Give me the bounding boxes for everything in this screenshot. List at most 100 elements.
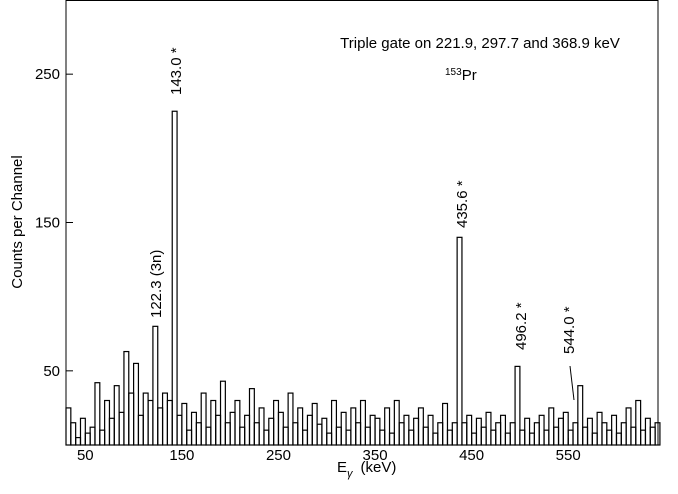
bar: [466, 414, 473, 446]
bar: [490, 429, 497, 446]
bar: [644, 417, 651, 446]
x-axis-label: Eγ (keV): [337, 459, 396, 480]
bar: [384, 407, 391, 446]
bar: [79, 417, 86, 446]
x-tick-label: 450: [459, 447, 484, 464]
bar: [572, 422, 579, 446]
bar: [108, 417, 115, 446]
bar: [128, 392, 135, 446]
bar: [326, 432, 333, 446]
bar: [234, 399, 241, 446]
bar: [171, 110, 178, 446]
leader-line: [569, 365, 575, 401]
bar: [359, 399, 366, 446]
y-tick-label: 150: [35, 215, 60, 232]
bar: [611, 414, 618, 446]
bar: [263, 429, 270, 446]
bar: [244, 414, 251, 446]
bar: [519, 429, 526, 446]
bar: [649, 426, 656, 446]
bar: [640, 429, 647, 446]
bar: [200, 392, 207, 446]
bar: [253, 422, 260, 446]
bar: [499, 414, 507, 446]
bar: [186, 429, 193, 446]
bar: [219, 380, 226, 446]
bar: [229, 411, 236, 446]
bar: [75, 436, 82, 446]
bar: [321, 417, 328, 446]
bar: [94, 382, 101, 446]
nucleus-label: 153Pr: [445, 67, 477, 84]
bar: [113, 385, 120, 446]
bar: [152, 325, 159, 446]
bar: [282, 426, 289, 446]
bar: [350, 407, 357, 446]
bar: [635, 399, 642, 446]
bar: [398, 422, 405, 446]
bar: [586, 417, 593, 446]
x-tick-label: 150: [169, 447, 194, 464]
plot-frame: [65, 0, 659, 446]
bar: [70, 422, 77, 446]
element-symbol: Pr: [462, 67, 477, 84]
bar: [84, 432, 91, 446]
bar: [99, 429, 106, 446]
bar: [364, 426, 371, 446]
bar: [215, 414, 222, 446]
x-tick-label: 350: [363, 447, 388, 464]
bar: [422, 426, 429, 446]
bar: [596, 411, 603, 446]
bar: [582, 426, 589, 446]
bar: [195, 422, 202, 446]
bar: [562, 411, 569, 446]
bar: [625, 407, 632, 446]
bar: [475, 417, 482, 446]
bar: [89, 426, 96, 446]
peak-label: 122.3 (3n): [148, 250, 165, 318]
bar: [403, 414, 410, 446]
bar: [567, 429, 574, 446]
bar: [471, 432, 478, 446]
bar: [316, 423, 323, 446]
bar: [427, 414, 434, 446]
bar: [239, 426, 246, 446]
y-axis-label: Counts per Channel: [9, 155, 26, 288]
bar: [142, 392, 149, 446]
bar: [524, 417, 531, 446]
bar: [287, 392, 294, 446]
bar: [345, 429, 352, 446]
bar: [408, 429, 415, 446]
bar: [224, 422, 231, 446]
bar: [181, 402, 188, 446]
bar: [413, 417, 420, 446]
mass-number: 153: [445, 67, 462, 78]
bar: [504, 432, 511, 446]
bar: [104, 399, 111, 446]
bar: [437, 422, 444, 446]
bar: [557, 417, 564, 446]
bar: [456, 236, 463, 446]
bar: [306, 414, 313, 446]
bar: [514, 365, 521, 446]
bar: [190, 411, 197, 446]
y-tick-label: 50: [43, 363, 60, 380]
bar: [330, 399, 338, 446]
bar: [123, 350, 130, 446]
bar: [369, 414, 376, 446]
bar: [538, 414, 545, 446]
bar: [205, 426, 212, 446]
bar: [591, 432, 598, 446]
peak-label: 544.0 *: [561, 306, 578, 354]
x-label-main: E: [337, 459, 347, 476]
bar: [176, 414, 183, 446]
x-tick-label: 250: [266, 447, 291, 464]
bar: [273, 399, 280, 446]
bar: [485, 411, 492, 446]
bar: [65, 407, 72, 446]
bar: [528, 432, 535, 446]
bar: [133, 362, 140, 446]
bar: [577, 385, 584, 446]
x-tick-label: 50: [77, 447, 94, 464]
